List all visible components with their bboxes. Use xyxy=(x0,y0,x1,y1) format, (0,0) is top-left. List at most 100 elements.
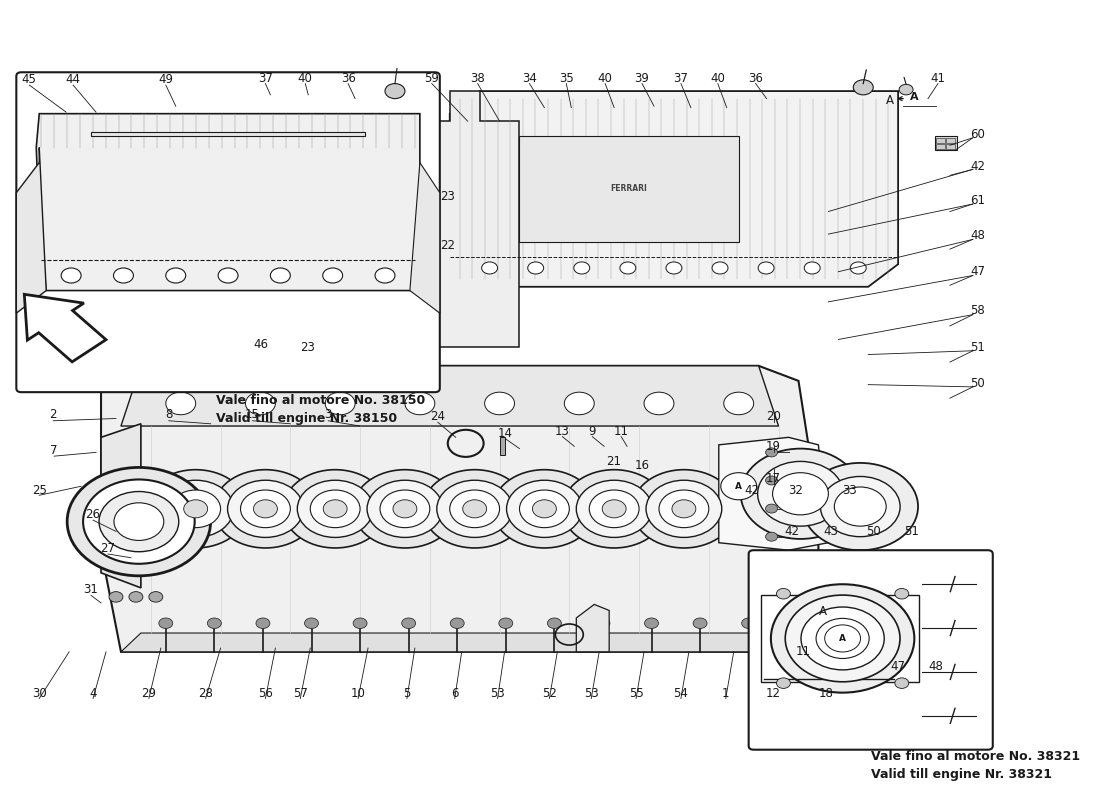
Circle shape xyxy=(772,473,828,515)
Circle shape xyxy=(740,449,860,539)
Circle shape xyxy=(564,392,594,414)
Text: 14: 14 xyxy=(498,427,513,440)
Text: 37: 37 xyxy=(673,72,689,85)
Circle shape xyxy=(450,618,464,629)
Bar xyxy=(936,144,945,149)
Circle shape xyxy=(493,470,596,548)
Text: 55: 55 xyxy=(629,686,644,700)
Text: 36: 36 xyxy=(748,72,763,85)
Circle shape xyxy=(834,487,887,526)
Circle shape xyxy=(482,262,497,274)
Circle shape xyxy=(323,500,348,518)
Text: 56: 56 xyxy=(258,686,273,700)
Circle shape xyxy=(485,392,515,414)
Text: 57: 57 xyxy=(293,686,308,700)
Text: 2: 2 xyxy=(50,408,57,422)
Polygon shape xyxy=(420,91,519,347)
Text: eurospartes: eurospartes xyxy=(117,234,324,264)
Text: eurospartes: eurospartes xyxy=(516,461,723,490)
Circle shape xyxy=(402,618,416,629)
Circle shape xyxy=(602,500,626,518)
Text: 10: 10 xyxy=(351,686,365,700)
Circle shape xyxy=(393,500,417,518)
Text: 21: 21 xyxy=(606,455,620,468)
Circle shape xyxy=(353,470,456,548)
Polygon shape xyxy=(519,136,739,242)
Polygon shape xyxy=(36,114,420,290)
Circle shape xyxy=(170,490,221,528)
Text: 46: 46 xyxy=(253,338,268,351)
Circle shape xyxy=(422,470,527,548)
Text: 12: 12 xyxy=(766,686,781,700)
Polygon shape xyxy=(410,162,440,313)
Text: 40: 40 xyxy=(711,72,725,85)
Circle shape xyxy=(67,467,210,576)
Circle shape xyxy=(766,504,778,513)
Circle shape xyxy=(148,592,163,602)
Circle shape xyxy=(310,490,360,528)
Circle shape xyxy=(184,500,208,518)
Text: 30: 30 xyxy=(32,686,46,700)
Circle shape xyxy=(766,476,778,485)
Text: 42: 42 xyxy=(745,483,759,497)
Text: 37: 37 xyxy=(258,72,273,85)
Circle shape xyxy=(562,470,666,548)
Text: 42: 42 xyxy=(784,525,799,538)
Text: 29: 29 xyxy=(142,686,156,700)
Text: 41: 41 xyxy=(931,72,946,85)
Circle shape xyxy=(758,462,844,526)
Text: 25: 25 xyxy=(32,483,46,497)
Text: 53: 53 xyxy=(491,686,505,700)
Bar xyxy=(499,437,505,455)
Bar xyxy=(946,144,955,149)
Circle shape xyxy=(644,392,674,414)
Text: 47: 47 xyxy=(970,266,986,278)
FancyBboxPatch shape xyxy=(749,550,993,750)
Circle shape xyxy=(766,532,778,541)
Circle shape xyxy=(712,262,728,274)
Text: 34: 34 xyxy=(522,72,537,85)
Circle shape xyxy=(62,268,81,283)
Text: 54: 54 xyxy=(673,686,689,700)
Circle shape xyxy=(590,490,639,528)
Text: 60: 60 xyxy=(970,128,986,142)
Text: 4: 4 xyxy=(89,686,97,700)
Text: 15: 15 xyxy=(245,408,260,422)
Text: 39: 39 xyxy=(635,72,649,85)
Circle shape xyxy=(498,618,513,629)
Text: 20: 20 xyxy=(766,410,781,422)
Text: eurospartes: eurospartes xyxy=(516,234,723,264)
Circle shape xyxy=(666,262,682,274)
Circle shape xyxy=(803,463,918,550)
Circle shape xyxy=(213,470,317,548)
Circle shape xyxy=(326,392,355,414)
Bar xyxy=(946,138,955,143)
Text: 48: 48 xyxy=(970,229,986,242)
Circle shape xyxy=(208,618,221,629)
Text: 51: 51 xyxy=(970,341,986,354)
Circle shape xyxy=(825,625,860,652)
Circle shape xyxy=(672,500,696,518)
Text: 23: 23 xyxy=(440,190,455,203)
Circle shape xyxy=(771,584,914,693)
Circle shape xyxy=(693,618,707,629)
Circle shape xyxy=(785,595,900,682)
Circle shape xyxy=(894,589,909,599)
Text: 11: 11 xyxy=(796,646,811,658)
Text: 51: 51 xyxy=(903,525,918,538)
Circle shape xyxy=(532,500,557,518)
Circle shape xyxy=(645,618,659,629)
Circle shape xyxy=(253,500,277,518)
Circle shape xyxy=(99,491,178,552)
Text: 26: 26 xyxy=(86,507,100,521)
Text: 49: 49 xyxy=(158,74,174,86)
Circle shape xyxy=(450,490,499,528)
Bar xyxy=(935,136,957,150)
Text: 24: 24 xyxy=(430,410,446,422)
Text: 42: 42 xyxy=(970,160,986,173)
Circle shape xyxy=(576,480,652,538)
Circle shape xyxy=(720,473,757,500)
Circle shape xyxy=(166,392,196,414)
Polygon shape xyxy=(101,366,818,652)
Circle shape xyxy=(241,490,290,528)
